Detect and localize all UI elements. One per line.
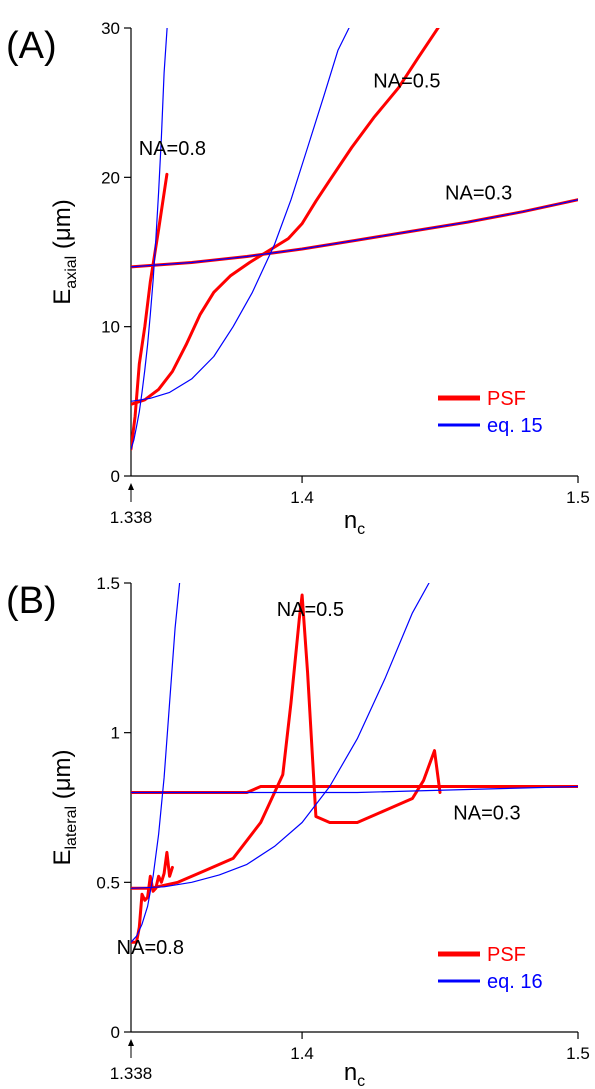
y-tick-label: 20 [101,168,120,187]
eq-series-line [131,28,168,450]
psf-series-line [131,593,442,890]
psf-series-line [131,198,578,269]
y-tick-label: 0.5 [96,873,120,892]
na-annotation: NA=0.8 [139,138,206,160]
panel-a: (A) 0 10 20 30 1.338 1.4 1.5 nc Eaxial (μm) NA=0.8… [6,19,590,538]
legend-label: eq. 16 [487,971,543,993]
psf-series-line [131,850,174,944]
y-axis-label: Elateral (μm) [49,749,80,865]
y-tick-label: 30 [101,19,120,38]
na-annotation: NA=0.5 [373,71,440,93]
y-axis-label: Eaxial (μm) [49,199,80,304]
psf-series-line [131,172,169,451]
x-tick-label: 1.4 [290,1044,314,1063]
legend-label: PSF [487,388,526,410]
legend-label: PSF [487,944,526,966]
na-annotation: NA=0.3 [445,183,512,205]
na-annotation: NA=0.8 [117,937,184,959]
na-annotation: NA=0.5 [277,599,344,621]
y-tick-label: 10 [101,318,120,337]
panel-b: (B) 0 0.5 1 1.5 1.338 1.4 1.5 nc Elateral (μm) NA=… [6,574,590,1089]
x-tick-label: 1.4 [290,488,314,507]
y-tick-label: 1.5 [96,574,120,593]
x-tick-label: 1.338 [110,1064,153,1083]
panel-label: (B) [6,580,57,622]
plot-area [131,28,578,451]
legend-label: eq. 15 [487,415,543,437]
eq-series-line [131,199,578,268]
y-tick-label: 0 [111,1023,120,1042]
eq-series-line [131,583,181,943]
na-annotation: NA=0.3 [453,802,520,824]
eq-series-line [131,583,430,889]
plot-area [131,583,578,944]
x-axis-label: nc [344,1059,365,1089]
eq-series-line [131,28,350,402]
y-tick-label: 1 [111,724,120,743]
x-tick-label: 1.5 [566,488,590,507]
x-axis-label: nc [344,507,365,538]
x-tick-label: 1.338 [110,508,153,527]
x-tick-label: 1.5 [566,1044,590,1063]
tick-arrow-head [128,483,134,490]
psf-series-line [131,28,440,406]
psf-series-line [131,785,578,794]
panel-label: (A) [6,25,57,67]
tick-arrow-head [128,1039,134,1046]
eq-series-line [131,785,578,794]
y-tick-label: 0 [111,467,120,486]
